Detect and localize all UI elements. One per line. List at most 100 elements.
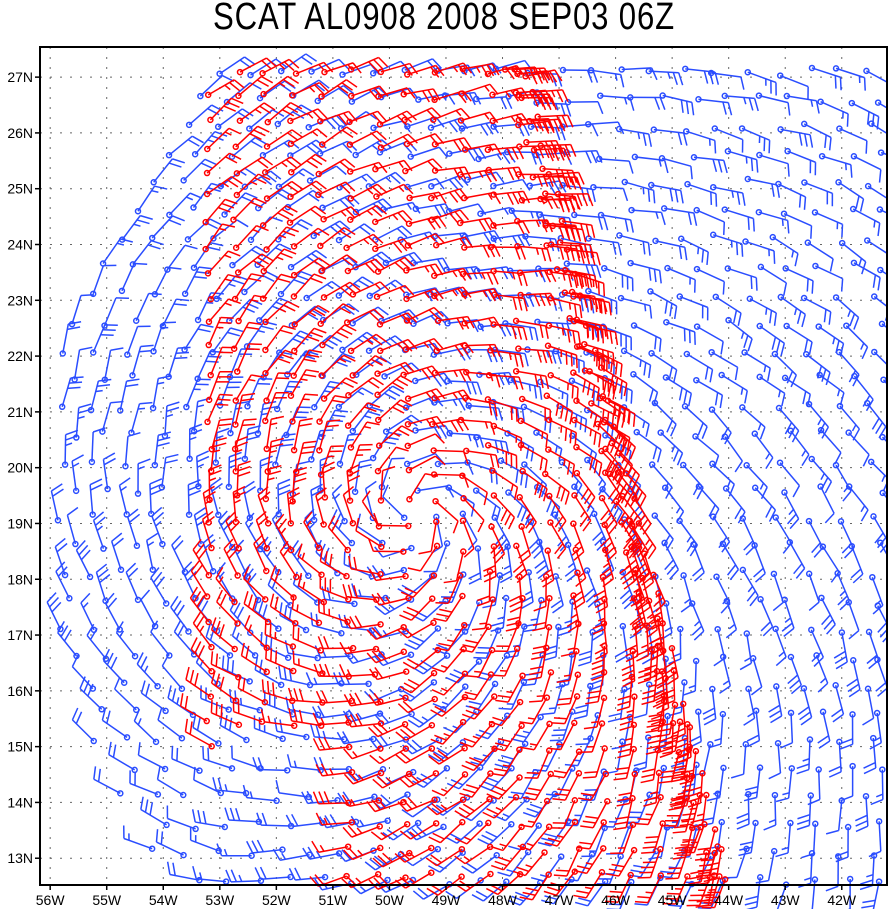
wind-barb-blue <box>835 179 865 212</box>
wind-barb-red <box>459 720 496 748</box>
wind-barb-red <box>355 517 385 551</box>
wind-barb-red <box>545 322 582 345</box>
wind-barb-red <box>311 840 352 853</box>
wind-barb-blue <box>286 754 324 774</box>
wind-barb-red <box>240 642 270 676</box>
wind-barb-blue <box>751 484 777 522</box>
wind-barb-red <box>370 821 411 841</box>
wind-barb-blue <box>242 480 256 522</box>
wind-barb-blue <box>627 259 662 284</box>
wind-barb-red <box>486 774 523 800</box>
wind-barb-blue <box>170 595 192 635</box>
wind-barb-blue <box>818 594 836 635</box>
wind-barb-blue <box>707 69 745 90</box>
wind-barb-red <box>571 416 602 448</box>
wind-barb-red <box>544 342 578 369</box>
wind-barb-blue <box>497 457 529 489</box>
wind-barb-blue <box>254 400 277 437</box>
wind-barb-blue <box>190 397 211 435</box>
wind-barb-blue <box>702 685 717 726</box>
wind-barb-red <box>581 340 615 366</box>
wind-barb-blue <box>709 460 735 497</box>
wind-barb-blue <box>310 220 351 240</box>
wind-barb-red <box>431 670 469 696</box>
wind-barb-red <box>260 709 298 729</box>
wind-barb-blue <box>432 683 469 710</box>
wind-barb-blue <box>796 792 815 831</box>
wind-barb-blue <box>848 542 864 584</box>
wind-barb-red <box>431 771 469 797</box>
wind-barb-blue <box>805 517 824 558</box>
wind-barb-red <box>230 321 262 352</box>
wind-barb-red <box>459 270 499 285</box>
wind-barb-red <box>600 419 631 451</box>
wind-barb-red <box>203 152 242 177</box>
wind-barb-blue <box>768 739 782 780</box>
wind-barb-red <box>579 720 606 753</box>
wind-barb-blue <box>99 400 124 435</box>
wind-barb-red <box>662 873 691 905</box>
wind-barb-blue <box>71 346 93 383</box>
wind-barb-red <box>556 239 595 258</box>
wind-barb-red <box>404 433 445 450</box>
wind-barb-red <box>317 599 351 626</box>
wind-barb-blue <box>241 170 282 190</box>
wind-barb-red <box>675 721 691 760</box>
wind-barb-blue <box>719 540 740 581</box>
wind-barb-blue <box>630 322 662 352</box>
wind-barb-red <box>433 592 466 622</box>
wind-barb-blue <box>212 777 250 797</box>
wind-barb-red <box>288 707 325 729</box>
wind-barb-blue <box>802 350 831 386</box>
y-tick-label: 23N <box>7 292 33 308</box>
wind-barb-red <box>639 550 655 591</box>
wind-barb-red <box>399 595 436 621</box>
wind-barb-blue <box>744 68 777 96</box>
wind-barb-blue <box>877 149 888 156</box>
wind-barb-red <box>516 494 537 534</box>
wind-barb-blue <box>590 600 604 641</box>
wind-barb-red <box>232 374 265 404</box>
wind-barb-blue <box>108 741 138 774</box>
wind-barb-blue <box>520 569 534 609</box>
wind-barb-red <box>547 519 567 559</box>
wind-barb-red <box>489 112 530 127</box>
wind-barb-red <box>640 746 662 784</box>
wind-barb-blue <box>804 239 834 272</box>
wind-barb-red <box>573 469 596 509</box>
wind-barb-red <box>207 437 227 475</box>
wind-barb-blue <box>490 233 531 248</box>
wind-barb-blue <box>550 573 564 614</box>
wind-barb-blue <box>836 402 861 441</box>
wind-barb-red <box>346 130 387 148</box>
wind-barb-blue <box>846 875 854 909</box>
wind-barb-red <box>435 621 468 652</box>
wind-barb-blue <box>164 244 198 273</box>
wind-barb-red <box>461 342 501 358</box>
wind-barb-red <box>192 611 215 651</box>
wind-barb-blue <box>132 292 162 324</box>
wind-barb-blue <box>277 53 318 75</box>
x-tick-label: 49W <box>432 892 462 908</box>
wind-barb-red <box>512 849 548 877</box>
wind-barb-blue <box>427 739 467 762</box>
wind-barb-red <box>317 445 344 478</box>
wind-barb-blue <box>459 510 478 551</box>
wind-barb-red <box>210 651 242 681</box>
wind-barb-red <box>578 770 610 801</box>
wind-barb-red <box>397 695 438 714</box>
wind-barb-red <box>291 327 327 355</box>
wind-barb-blue <box>564 735 594 767</box>
wind-barb-blue <box>739 630 753 671</box>
wind-barb-blue <box>87 378 112 414</box>
wind-barb-blue <box>99 238 133 267</box>
wind-barb-blue <box>92 511 107 552</box>
wind-barb-blue <box>71 707 97 745</box>
wind-barb-red <box>406 191 447 204</box>
wind-barb-red <box>512 89 553 104</box>
wind-barb-blue <box>352 198 393 216</box>
wind-barb-blue <box>241 271 279 296</box>
wind-barb-blue <box>615 125 653 147</box>
wind-barb-blue <box>658 154 693 180</box>
wind-barb-red <box>288 153 327 176</box>
